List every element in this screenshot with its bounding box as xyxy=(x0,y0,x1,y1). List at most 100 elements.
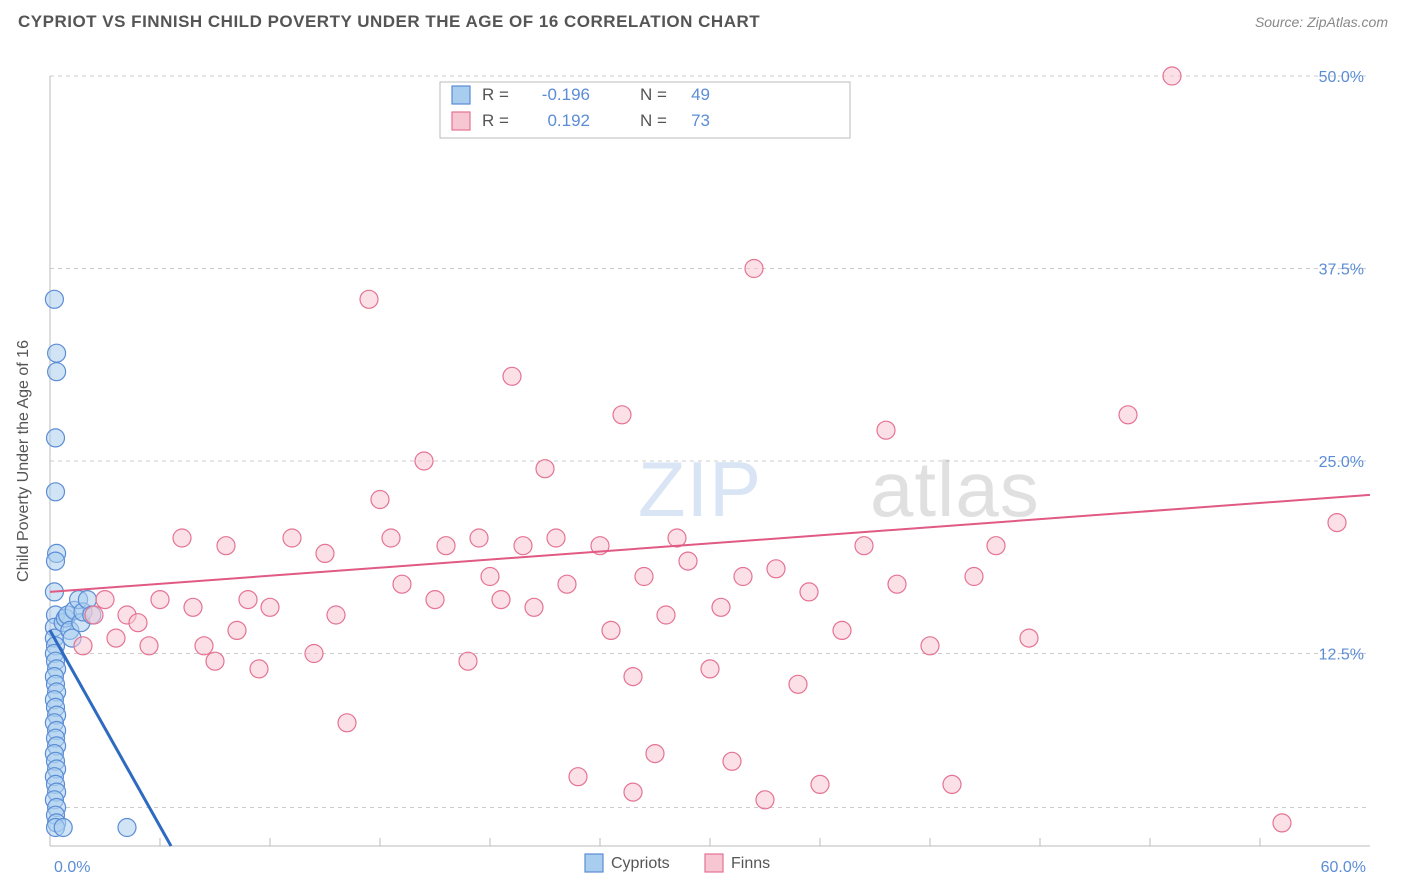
data-point xyxy=(734,568,752,586)
legend-swatch xyxy=(585,854,603,872)
data-point xyxy=(646,745,664,763)
data-point xyxy=(459,652,477,670)
data-point xyxy=(800,583,818,601)
data-point xyxy=(613,406,631,424)
x-tick-label: 60.0% xyxy=(1321,859,1366,876)
data-point xyxy=(96,591,114,609)
data-point xyxy=(602,621,620,639)
legend-r-value: 0.192 xyxy=(547,111,590,130)
y-tick-label: 50.0% xyxy=(1319,69,1364,86)
x-tick-label: 0.0% xyxy=(54,859,90,876)
data-point xyxy=(228,621,246,639)
data-point xyxy=(701,660,719,678)
data-point xyxy=(767,560,785,578)
data-point xyxy=(536,460,554,478)
data-point xyxy=(470,529,488,547)
data-point xyxy=(437,537,455,555)
data-point xyxy=(129,614,147,632)
data-point xyxy=(921,637,939,655)
data-point xyxy=(47,552,65,570)
data-point xyxy=(569,768,587,786)
data-point xyxy=(503,367,521,385)
y-axis-title: Child Poverty Under the Age of 16 xyxy=(15,340,32,582)
legend-n-label: N = xyxy=(640,85,667,104)
data-point xyxy=(987,537,1005,555)
legend-n-value: 49 xyxy=(691,85,710,104)
data-point xyxy=(668,529,686,547)
data-point xyxy=(360,290,378,308)
data-point xyxy=(48,363,66,381)
data-point xyxy=(1020,629,1038,647)
data-point xyxy=(261,598,279,616)
data-point xyxy=(151,591,169,609)
data-point xyxy=(679,552,697,570)
data-point xyxy=(316,544,334,562)
data-point xyxy=(657,606,675,624)
data-point xyxy=(283,529,301,547)
data-point xyxy=(723,752,741,770)
data-point xyxy=(415,452,433,470)
legend-swatch xyxy=(705,854,723,872)
data-point xyxy=(756,791,774,809)
data-point xyxy=(382,529,400,547)
data-point xyxy=(74,637,92,655)
legend-n-label: N = xyxy=(640,111,667,130)
legend-r-value: -0.196 xyxy=(542,85,590,104)
data-point xyxy=(789,675,807,693)
data-point xyxy=(1163,67,1181,85)
chart-area: ZIP atlas 12.5% 25.0% 37.5% 50.0% 0.0% 60.0% Chi… xyxy=(0,36,1406,884)
data-point xyxy=(558,575,576,593)
scatter-chart-svg: ZIP atlas 12.5% 25.0% 37.5% 50.0% 0.0% 60.0% Chi… xyxy=(0,36,1406,884)
data-point xyxy=(712,598,730,616)
watermark: atlas xyxy=(870,445,1040,533)
watermark: ZIP xyxy=(638,445,762,533)
data-point xyxy=(140,637,158,655)
data-point xyxy=(525,598,543,616)
data-point xyxy=(547,529,565,547)
y-tick-label: 12.5% xyxy=(1319,647,1364,664)
data-point xyxy=(184,598,202,616)
legend-n-value: 73 xyxy=(691,111,710,130)
data-point xyxy=(624,668,642,686)
data-point xyxy=(217,537,235,555)
data-point xyxy=(514,537,532,555)
data-point xyxy=(338,714,356,732)
y-tick-label: 25.0% xyxy=(1319,454,1364,471)
data-point xyxy=(833,621,851,639)
y-tick-label: 37.5% xyxy=(1319,262,1364,279)
chart-title: CYPRIOT VS FINNISH CHILD POVERTY UNDER T… xyxy=(18,12,760,32)
data-point xyxy=(47,429,65,447)
legend-r-label: R = xyxy=(482,85,509,104)
data-point xyxy=(1328,514,1346,532)
source-attribution: Source: ZipAtlas.com xyxy=(1255,14,1388,30)
data-point xyxy=(250,660,268,678)
data-point xyxy=(239,591,257,609)
data-point xyxy=(1273,814,1291,832)
data-point xyxy=(107,629,125,647)
data-point xyxy=(206,652,224,670)
data-point xyxy=(327,606,345,624)
data-point xyxy=(943,775,961,793)
data-point xyxy=(54,819,72,837)
data-point xyxy=(965,568,983,586)
data-point xyxy=(1119,406,1137,424)
data-point xyxy=(85,606,103,624)
legend-swatch xyxy=(452,112,470,130)
data-point xyxy=(811,775,829,793)
legend-label: Cypriots xyxy=(611,855,670,872)
data-point xyxy=(481,568,499,586)
data-point xyxy=(173,529,191,547)
data-point xyxy=(45,290,63,308)
data-point xyxy=(118,819,136,837)
data-point xyxy=(492,591,510,609)
data-point xyxy=(195,637,213,655)
data-point xyxy=(393,575,411,593)
data-point xyxy=(888,575,906,593)
trend-line xyxy=(50,630,171,846)
data-point xyxy=(48,344,66,362)
data-point xyxy=(305,645,323,663)
legend-r-label: R = xyxy=(482,111,509,130)
data-point xyxy=(635,568,653,586)
data-point xyxy=(426,591,444,609)
legend-label: Finns xyxy=(731,855,770,872)
